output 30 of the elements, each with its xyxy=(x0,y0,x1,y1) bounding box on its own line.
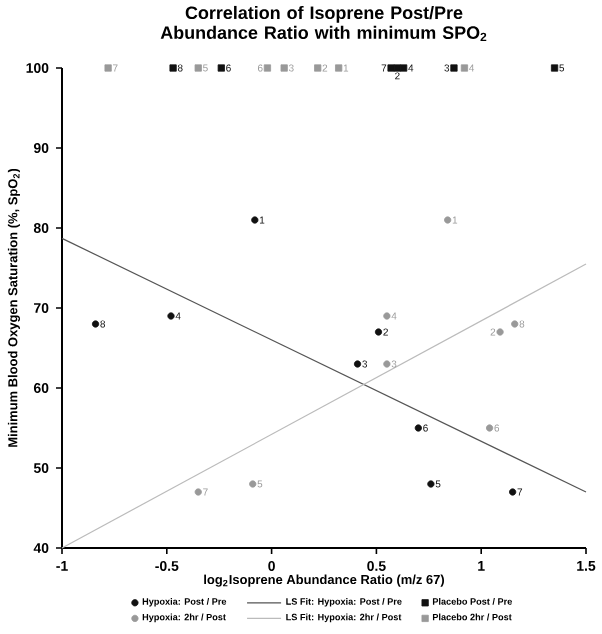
chart-title: Correlation of Isoprene Post/Pre Abundance Ratio with minimum SPO$_{2}$ xyxy=(160,5,487,42)
point xyxy=(194,64,202,72)
point xyxy=(335,64,343,72)
point xyxy=(450,64,458,72)
point xyxy=(374,328,383,336)
point xyxy=(509,488,517,496)
point xyxy=(280,64,288,72)
point xyxy=(427,480,435,488)
point xyxy=(169,64,177,72)
point xyxy=(91,320,100,328)
point xyxy=(496,328,504,336)
point xyxy=(383,360,391,368)
point xyxy=(263,64,272,72)
point xyxy=(400,64,408,72)
point xyxy=(383,312,391,320)
point xyxy=(353,360,362,368)
point xyxy=(194,488,202,496)
point xyxy=(104,64,112,72)
point xyxy=(444,216,452,224)
point xyxy=(251,216,259,224)
point xyxy=(217,64,225,72)
point xyxy=(314,64,322,72)
point xyxy=(511,320,519,328)
point xyxy=(167,312,175,320)
point xyxy=(460,64,469,72)
point xyxy=(485,424,494,432)
point xyxy=(249,480,257,488)
point xyxy=(414,424,422,432)
point xyxy=(550,64,559,72)
point xyxy=(387,64,395,72)
